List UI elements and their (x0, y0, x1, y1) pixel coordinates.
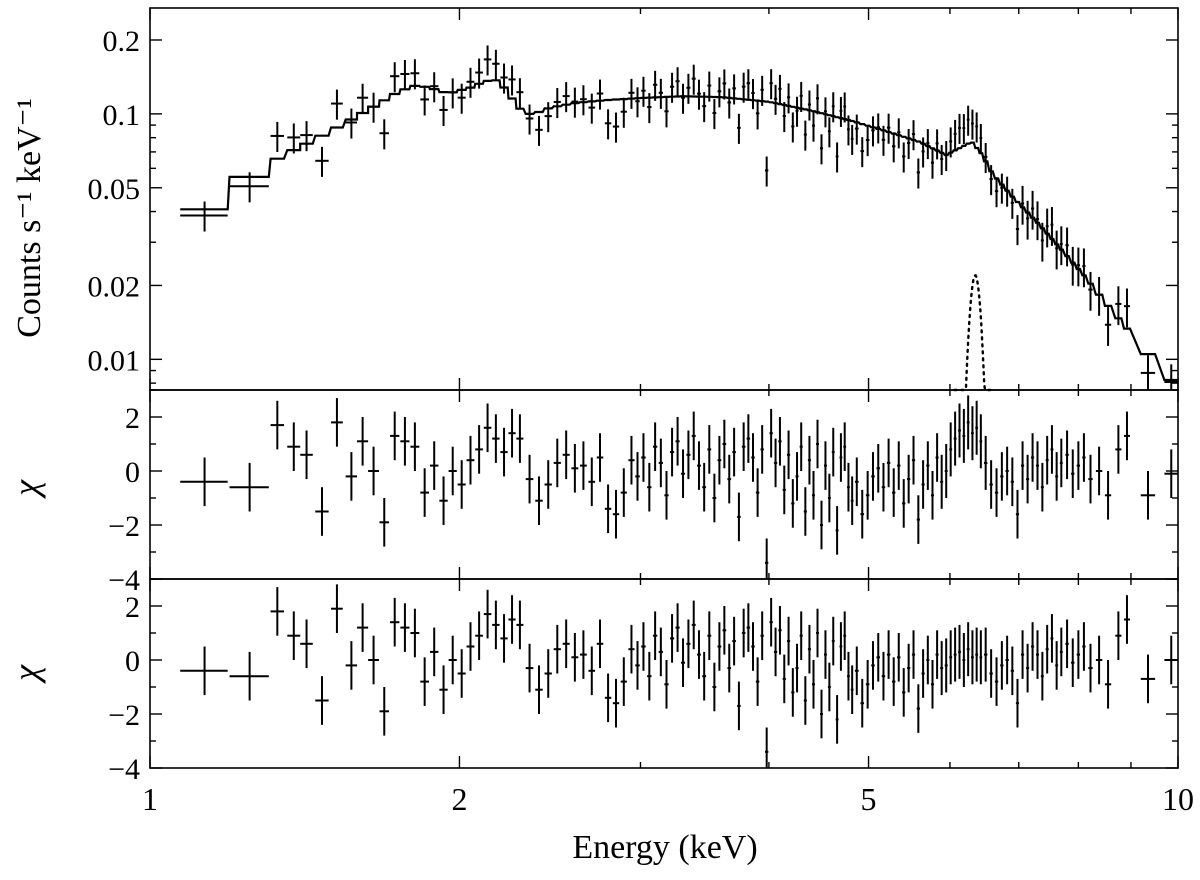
y-tick-label: 0 (125, 456, 140, 489)
y-axis-label-chi-1: χ (6, 479, 46, 499)
y-tick-label: 0 (125, 645, 140, 678)
y-tick-label: 2 (125, 402, 140, 435)
x-tick-label: 5 (861, 781, 877, 817)
axes-layer: 1 2 5 100.010.020.050.10.2−4−202−4−202 (88, 7, 1194, 817)
panel-frame-2 (149, 389, 1179, 580)
x-tick-label: 10 (1162, 781, 1194, 817)
panel-frame-3 (149, 578, 1179, 769)
y-tick-label: 0.2 (103, 25, 141, 58)
y-tick-label: 2 (125, 591, 140, 624)
y-tick-label: 0.05 (88, 173, 141, 206)
x-tick-label: 2 (451, 781, 467, 817)
y-tick-label: −4 (108, 753, 140, 786)
y-tick-label: −2 (108, 699, 140, 732)
y-tick-label: 0.1 (103, 99, 141, 132)
y-axis-label-chi-2: χ (6, 664, 46, 684)
data-layer (180, 45, 1178, 768)
y-tick-label: 0.01 (88, 344, 141, 377)
y-tick-label: −2 (108, 510, 140, 543)
gaussian-line-component (953, 274, 997, 392)
x-axis-label: Energy (keV) (572, 829, 757, 866)
y-tick-label: −4 (108, 564, 140, 597)
labels-layer: Counts s⁻¹ keV⁻¹ χ χ Energy (keV) (6, 98, 758, 866)
x-tick-label: 1 (142, 781, 158, 817)
y-tick-label: 0.02 (88, 270, 141, 303)
panel-frame-1 (149, 7, 1179, 391)
y-axis-label-counts: Counts s⁻¹ keV⁻¹ (11, 98, 48, 338)
